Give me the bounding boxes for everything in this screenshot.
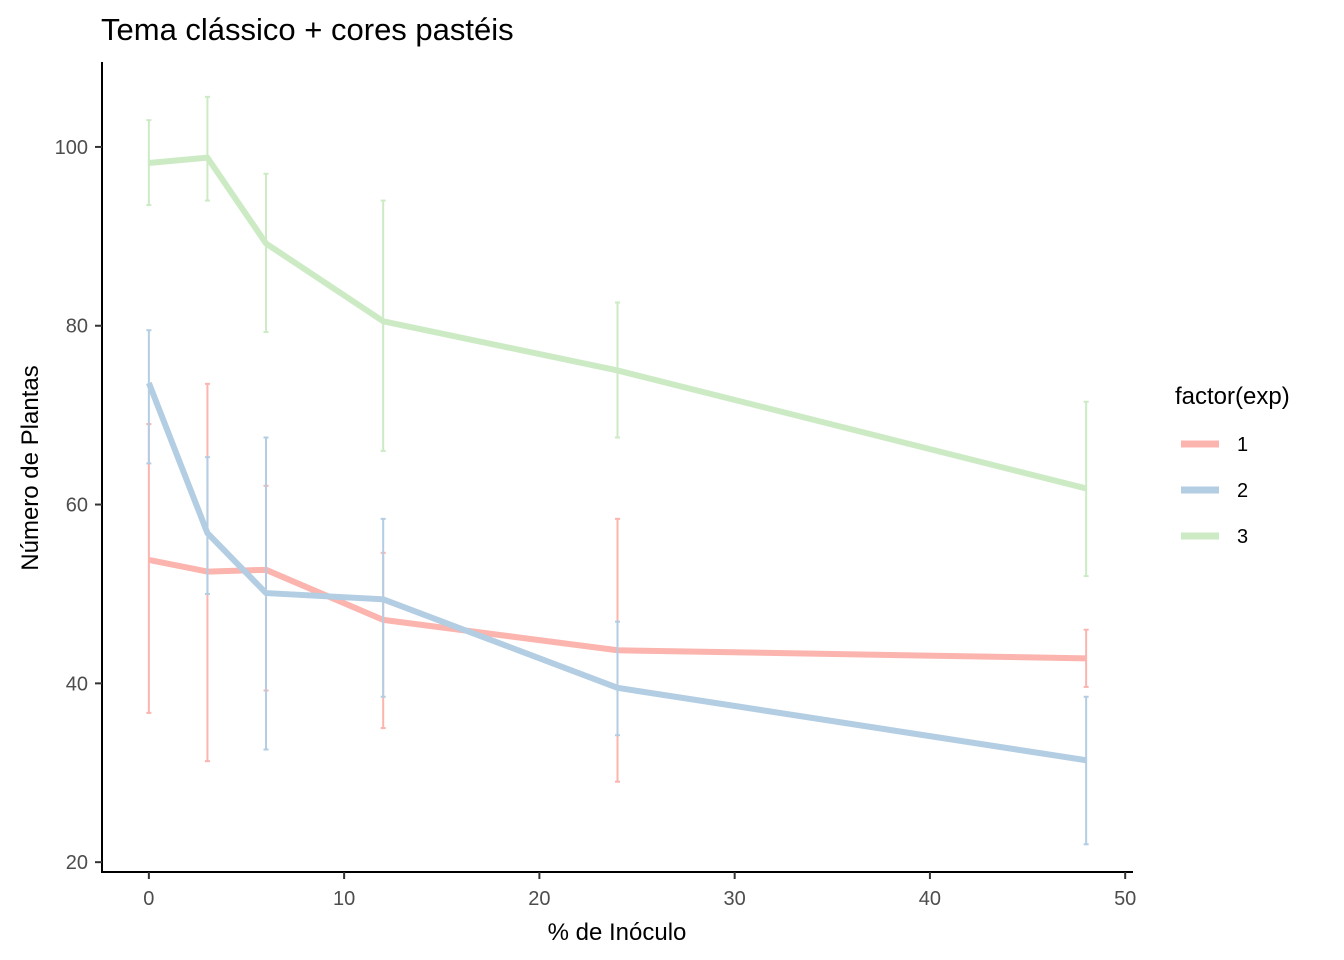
- y-tick-label: 80: [66, 316, 88, 338]
- legend-label: 3: [1237, 526, 1248, 548]
- chart-title: Tema clássico + cores pastéis: [101, 12, 514, 47]
- error-bar: [146, 329, 152, 465]
- x-axis-ticks: 0 10 20 30 40 50: [143, 872, 1136, 910]
- y-tick-label: 20: [66, 852, 88, 874]
- error-bar: [146, 423, 152, 714]
- legend-label: 2: [1237, 480, 1248, 502]
- x-tick-label: 20: [528, 888, 550, 910]
- y-axis-title: Número de Plantas: [17, 365, 44, 570]
- legend-label: 1: [1237, 434, 1248, 456]
- series-3: [146, 95, 1089, 578]
- x-tick-label: 10: [333, 888, 355, 910]
- y-tick-label: 60: [66, 495, 88, 517]
- series-line: [146, 381, 1087, 764]
- error-bar: [263, 172, 269, 333]
- x-axis-title: % de Inóculo: [548, 919, 687, 946]
- error-bar: [204, 95, 210, 202]
- x-tick-label: 0: [143, 888, 154, 910]
- legend-item-2: 2: [1181, 480, 1248, 502]
- error-bar: [1083, 695, 1089, 846]
- error-bar: [615, 620, 620, 737]
- x-tick-label: 40: [919, 888, 941, 910]
- error-bar: [380, 517, 386, 698]
- error-bar: [380, 199, 386, 452]
- y-axis-ticks: 20 40 60 80 100: [55, 137, 102, 874]
- x-tick-label: 50: [1114, 888, 1136, 910]
- legend: factor(exp) 1 2 3: [1175, 383, 1290, 548]
- series-line: [148, 154, 1087, 492]
- error-bar: [1083, 400, 1089, 578]
- series-2: [146, 329, 1089, 846]
- legend-item-3: 3: [1181, 526, 1248, 548]
- legend-item-1: 1: [1181, 434, 1248, 456]
- x-tick-label: 30: [724, 888, 746, 910]
- y-tick-label: 40: [66, 673, 88, 695]
- y-tick-label: 100: [55, 137, 88, 159]
- legend-title: factor(exp): [1175, 383, 1290, 410]
- series-layer: [146, 95, 1089, 846]
